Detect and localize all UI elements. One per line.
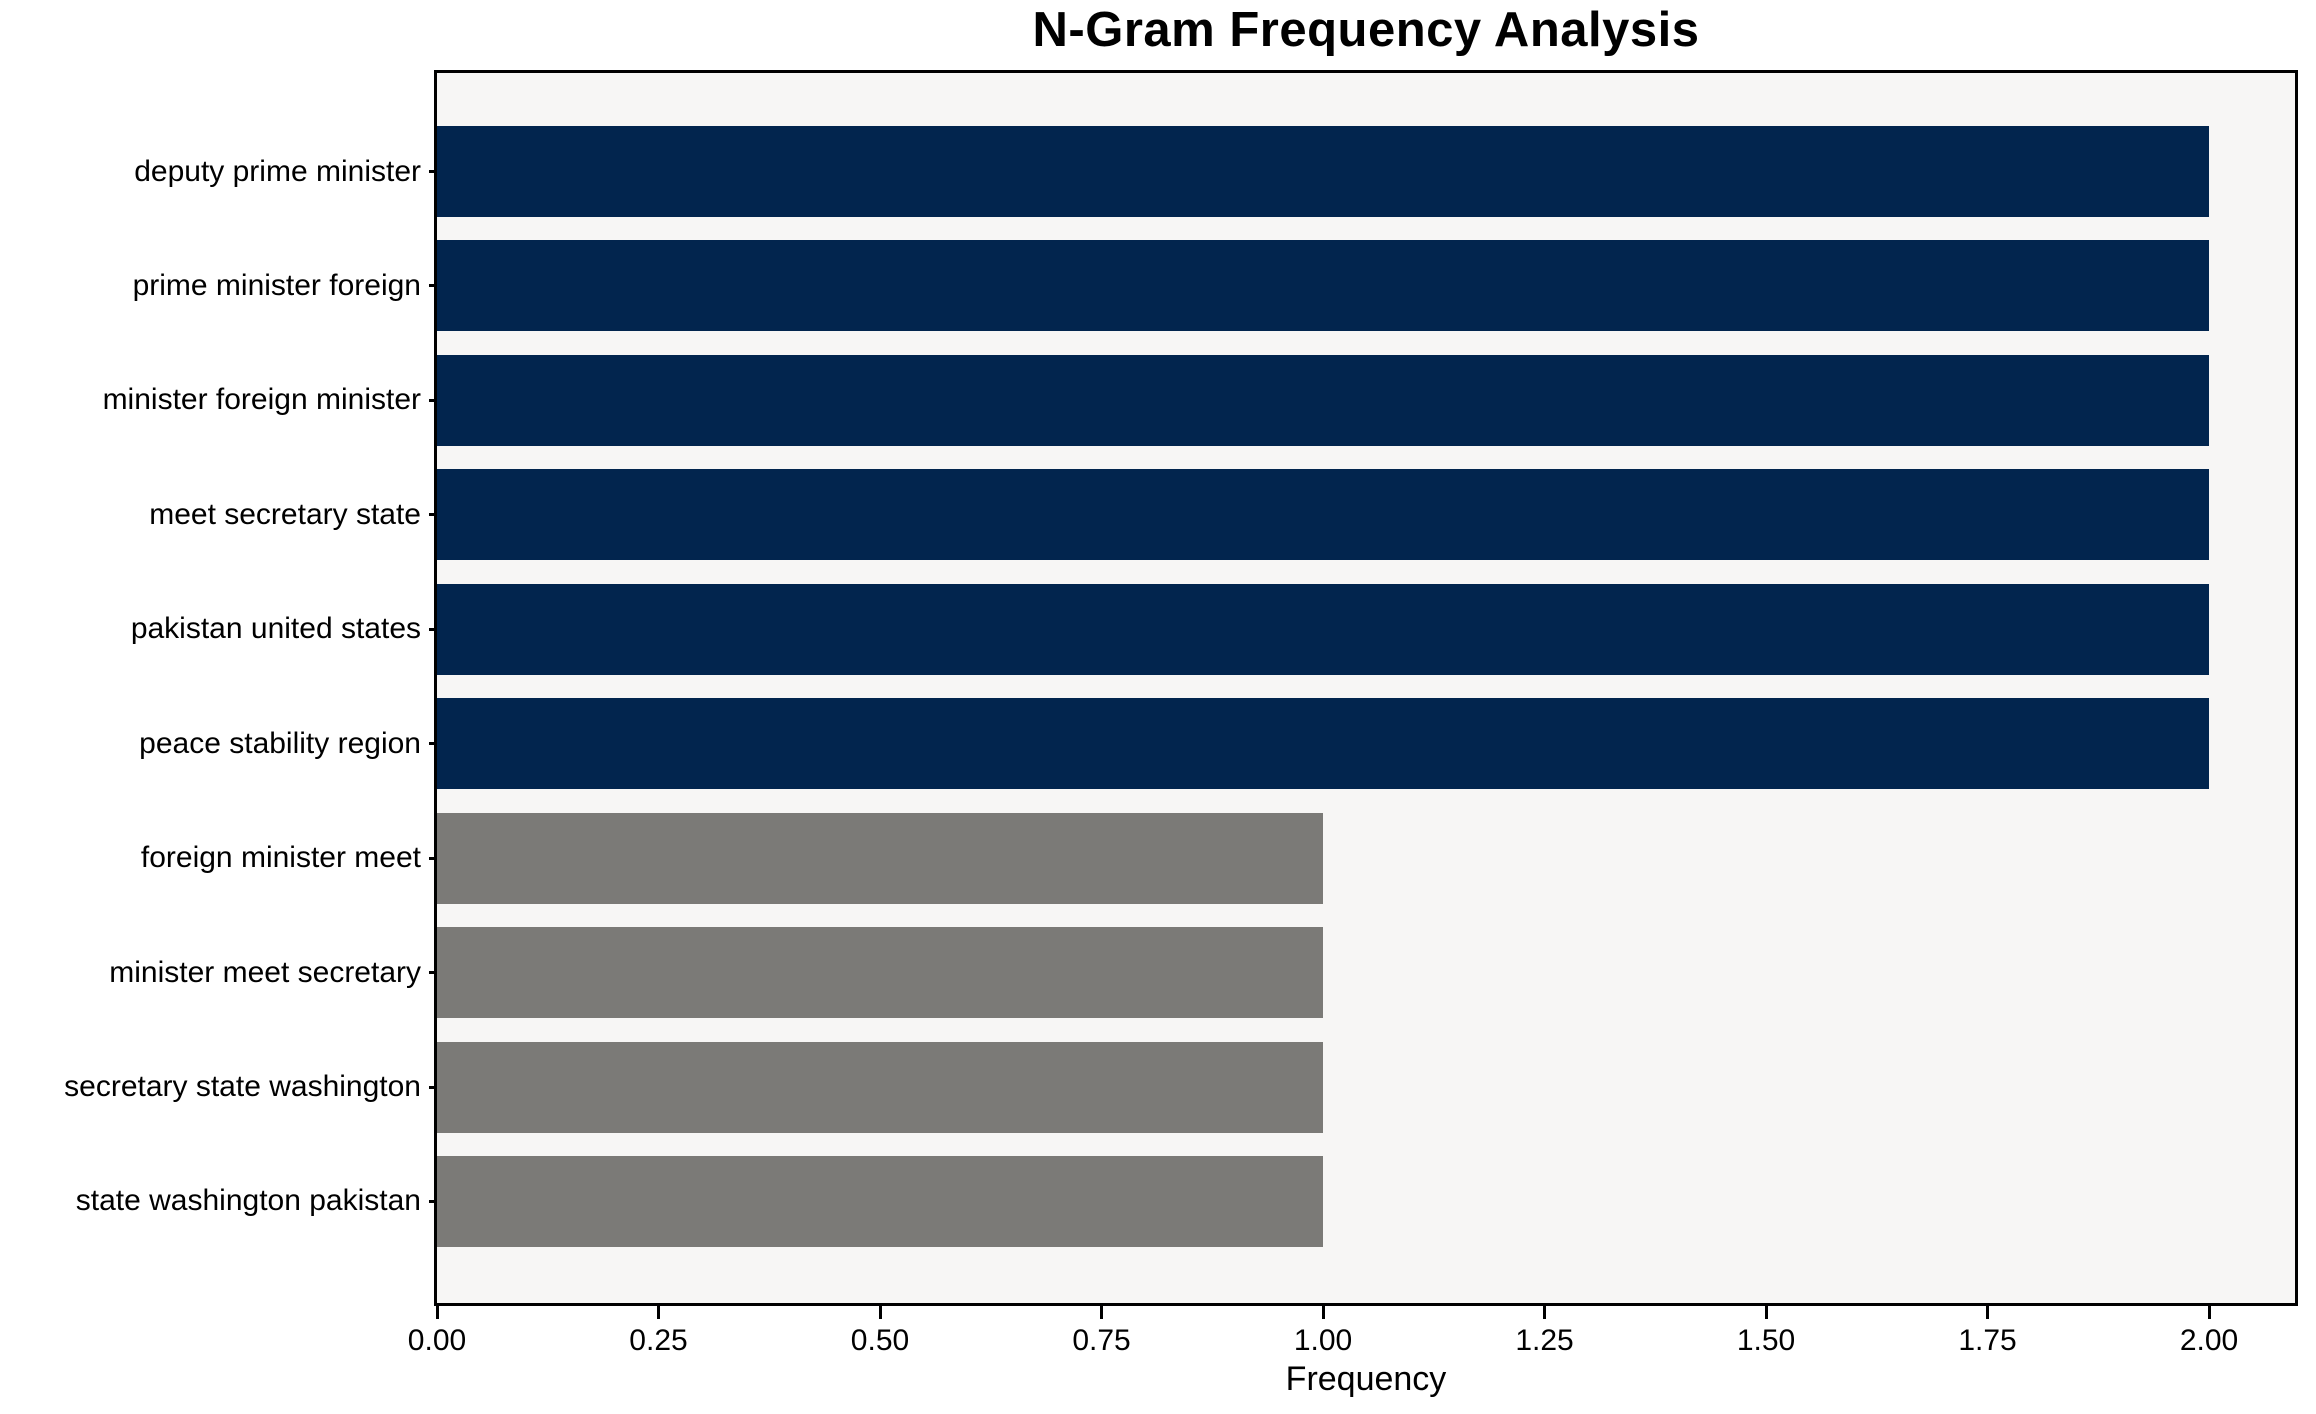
x-tick-mark [1764,1306,1768,1319]
x-tick-label: 0.00 [407,1324,467,1357]
x-tick-mark [1986,1306,1990,1319]
chart-title: N-Gram Frequency Analysis [1032,3,1700,57]
y-tick-mark [429,513,437,517]
x-tick-mark [657,1306,660,1319]
x-tick-label: 0.25 [629,1324,688,1357]
bar [437,698,2210,790]
y-tick-label: deputy prime minister [134,154,421,188]
x-tick-label: 1.00 [1293,1324,1353,1357]
y-tick-mark [429,398,437,402]
x-tick-mark [1321,1306,1325,1319]
x-tick-mark [1543,1306,1547,1319]
y-tick-label: secretary state washington [64,1070,421,1104]
x-tick-label: 0.75 [1072,1324,1131,1357]
bar [437,126,2210,217]
bar [437,812,1324,904]
x-tick-label: 1.50 [1736,1324,1796,1357]
bar [437,240,2210,332]
y-tick-mark [429,742,437,746]
x-tick-label: 1.25 [1515,1324,1574,1357]
y-tick-label: state washington pakistan [75,1184,421,1218]
y-tick-label: peace stability region [139,726,421,760]
y-tick-label: pakistan united states [130,612,421,646]
bar [437,1041,1324,1133]
y-tick-mark [429,170,437,173]
y-tick-mark [429,284,437,288]
y-tick-mark [429,1199,437,1203]
x-axis-label: Frequency [1285,1360,1447,1398]
bar [437,583,2210,675]
x-tick-label: 0.50 [850,1324,910,1357]
bar [437,1155,1324,1247]
x-tick-mark [878,1306,882,1319]
x-tick-mark [1100,1306,1104,1319]
y-tick-label: minister foreign minister [102,383,421,417]
y-tick-label: prime minister foreign [132,268,421,302]
y-tick-mark [429,856,437,860]
y-tick-mark [429,627,437,631]
x-tick-mark [2207,1306,2211,1319]
y-tick-label: minister meet secretary [109,955,421,989]
bar [437,927,1324,1019]
y-tick-label: foreign minister meet [140,841,421,875]
x-tick-mark [435,1306,439,1319]
x-tick-label: 1.75 [1958,1324,2017,1357]
bar [437,354,2210,446]
y-tick-mark [429,1085,437,1089]
x-tick-label: 2.00 [2179,1324,2239,1357]
bar [437,469,2210,561]
y-tick-mark [429,971,437,975]
y-tick-label: meet secretary state [149,497,421,531]
